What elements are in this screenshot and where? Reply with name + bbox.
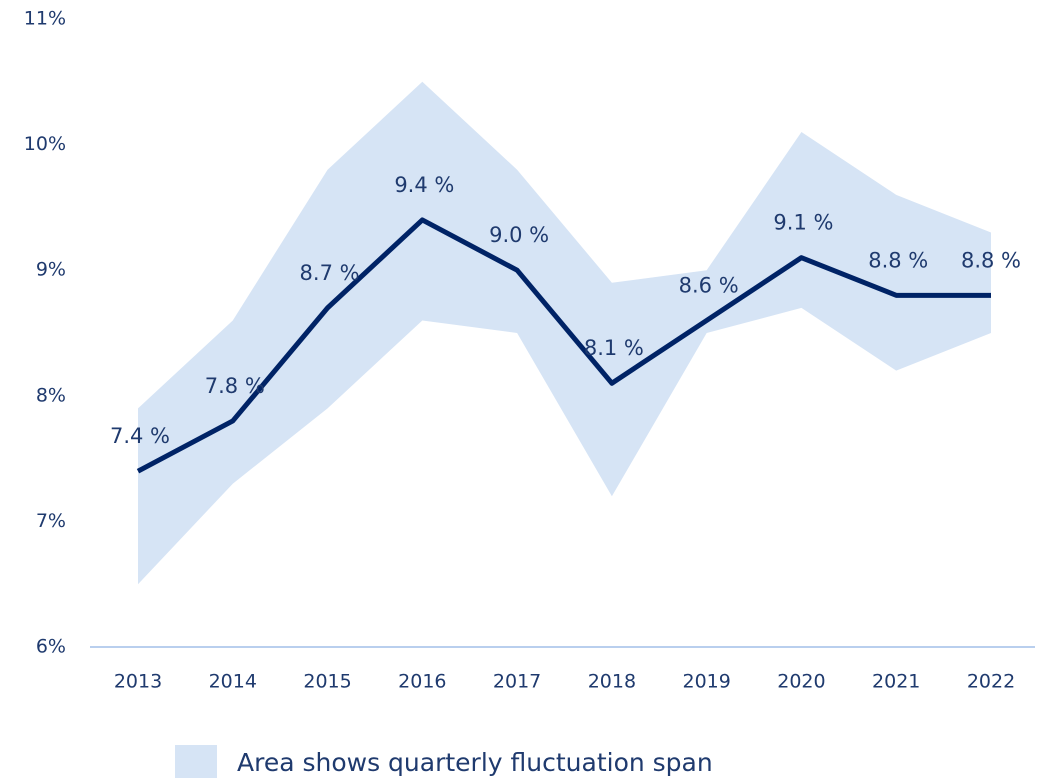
value-label: 8.8 % xyxy=(868,248,928,272)
y-tick-label: 8% xyxy=(36,384,66,406)
y-tick-label: 6% xyxy=(36,636,66,658)
legend-label: Area shows quarterly fluctuation span xyxy=(237,748,713,777)
value-label: 8.7 % xyxy=(300,261,360,285)
x-tick-label: 2022 xyxy=(967,671,1015,693)
value-label: 8.8 % xyxy=(961,248,1021,272)
x-tick-label: 2021 xyxy=(872,671,920,693)
line xyxy=(136,217,991,474)
value-label: 9.4 % xyxy=(394,173,454,197)
y-tick-label: 10% xyxy=(24,133,66,155)
legend-swatch xyxy=(175,745,217,778)
value-label: 9.0 % xyxy=(489,223,549,247)
fluctuation-band xyxy=(138,81,991,585)
x-tick-label: 2016 xyxy=(398,671,446,693)
x-tick-label: 2013 xyxy=(114,671,162,693)
value-label: 8.6 % xyxy=(679,273,739,297)
value-label: 7.8 % xyxy=(205,374,265,398)
y-tick-label: 7% xyxy=(36,510,66,532)
x-tick-label: 2020 xyxy=(777,671,825,693)
x-tick-label: 2015 xyxy=(303,671,351,693)
x-tick-label: 2019 xyxy=(682,671,730,693)
value-label: 8.1 % xyxy=(584,336,644,360)
value-label: 9.1 % xyxy=(773,211,833,235)
x-tick-label: 2018 xyxy=(588,671,636,693)
y-tick-label: 9% xyxy=(36,259,66,281)
x-tick-label: 2014 xyxy=(209,671,257,693)
value-label: 7.4 % xyxy=(110,424,170,448)
y-tick-label: 11% xyxy=(24,8,66,30)
x-tick-label: 2017 xyxy=(493,671,541,693)
